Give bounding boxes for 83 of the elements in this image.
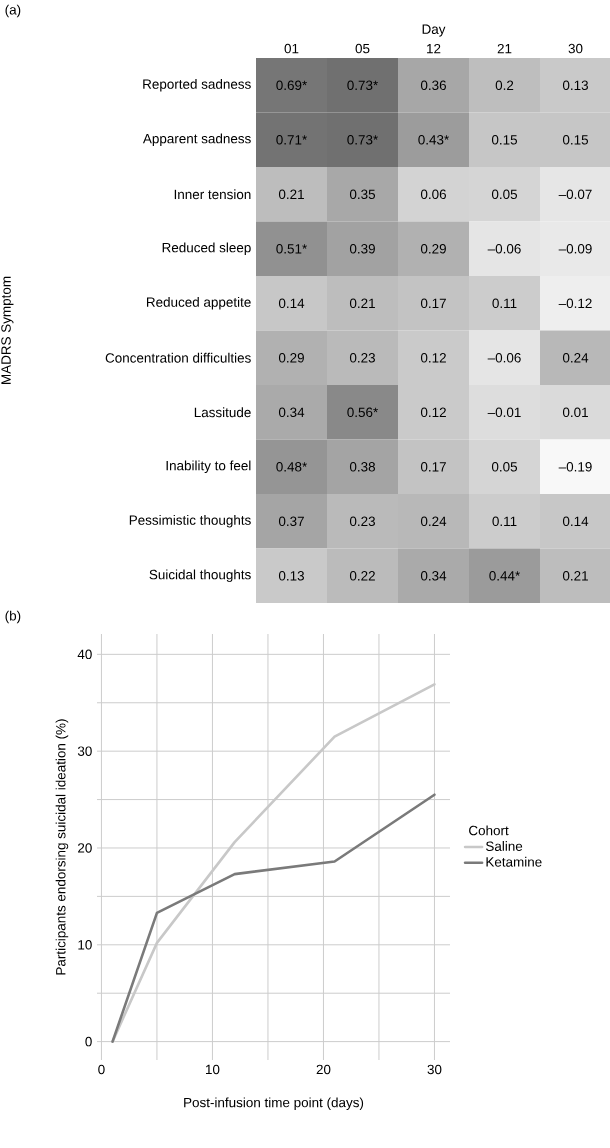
- data-label: 0.43*: [418, 135, 449, 145]
- data-label: 0.11: [492, 298, 517, 309]
- data-label: 0.36: [420, 80, 446, 91]
- data-label: 0.69*: [276, 80, 307, 91]
- data-label: 0.17: [420, 298, 446, 309]
- y-axis-title: Participants endorsing suicidal ideation (%): [55, 719, 69, 975]
- data-label: 0.22: [349, 571, 375, 581]
- data-label: 0.21: [278, 189, 304, 200]
- data-label: –0.12: [558, 298, 592, 309]
- legend-label: Ketamine: [486, 856, 542, 867]
- x-tick-label: 21: [497, 43, 512, 54]
- data-label: 0.56*: [347, 407, 378, 418]
- x-tick-label: 05: [355, 43, 370, 54]
- y-tick-label: 10: [78, 940, 92, 950]
- y-tick-label: Reduced appetite: [146, 296, 251, 310]
- data-label: 0.24: [562, 353, 589, 363]
- data-label: 0.13: [278, 571, 304, 581]
- x-tick-label: 01: [284, 43, 299, 54]
- y-tick-label: 0: [85, 1036, 92, 1047]
- data-label: –0.06: [487, 353, 521, 363]
- data-label: 0.17: [420, 462, 446, 472]
- data-label: 0.12: [420, 353, 446, 363]
- data-label: 0.12: [420, 407, 446, 418]
- data-label: 0.15: [562, 135, 589, 145]
- data-label: 0.23: [349, 353, 375, 363]
- data-label: 0.73*: [347, 135, 378, 145]
- x-tick-label: 20: [316, 1064, 331, 1075]
- data-label: –0.09: [558, 244, 592, 254]
- y-tick-label: Reported sadness: [143, 78, 251, 92]
- data-label: –0.06: [487, 244, 521, 254]
- data-label: 0.14: [562, 516, 589, 527]
- data-label: 0.11: [492, 516, 517, 527]
- y-tick-label: Suicidal thoughts: [149, 569, 251, 583]
- data-label: 0.35: [349, 189, 376, 200]
- data-label: 0.23: [349, 516, 375, 527]
- data-label: 0.29: [420, 244, 446, 254]
- y-tick-label: 40: [77, 649, 92, 660]
- x-tick-label: 0: [98, 1064, 105, 1075]
- data-label: –0.01: [487, 407, 521, 418]
- text: (b): [5, 610, 21, 624]
- y-tick-label: Pessimistic thoughts: [129, 514, 251, 528]
- data-label: 0.05: [491, 189, 518, 200]
- data-label: 0.21: [349, 298, 375, 309]
- x-axis-title: Day: [422, 24, 446, 37]
- line-series: [111, 793, 436, 1043]
- data-label: 0.44*: [489, 571, 520, 581]
- y-tick-label: 20: [78, 843, 92, 853]
- data-label: 0.24: [420, 516, 447, 527]
- data-label: 0.2: [495, 80, 514, 91]
- data-label: 0.01: [562, 407, 588, 418]
- x-tick-label: 30: [427, 1064, 442, 1075]
- y-tick-label: Apparent sadness: [142, 133, 251, 147]
- data-label: 0.06: [420, 189, 446, 200]
- y-axis-title: MADRS Symptom: [1, 276, 14, 384]
- data-label: 0.34: [278, 407, 305, 418]
- y-tick-label: 30: [77, 746, 92, 756]
- data-label: 0.13: [562, 80, 588, 91]
- data-label: 0.38: [349, 462, 375, 472]
- y-tick-label: Lassitude: [194, 407, 251, 418]
- data-label: 0.05: [491, 462, 518, 472]
- x-tick-label: 30: [568, 43, 583, 54]
- x-tick-label: 12: [427, 43, 441, 54]
- data-label: 0.21: [562, 571, 588, 581]
- legend-title: Cohort: [469, 825, 509, 836]
- data-label: 0.39: [349, 244, 375, 254]
- y-tick-label: Concentration difficulties: [105, 352, 251, 363]
- data-label: 0.37: [278, 516, 304, 527]
- data-label: –0.19: [558, 462, 592, 472]
- data-label: 0.51*: [276, 244, 307, 254]
- data-label: 0.71*: [276, 135, 307, 145]
- y-tick-label: Inner tension: [174, 189, 251, 200]
- y-tick-label: Inability to feel: [166, 460, 251, 474]
- data-label: 0.73*: [347, 80, 378, 91]
- y-tick-label: Reduced sleep: [162, 242, 251, 256]
- data-label: 0.14: [278, 298, 305, 309]
- text: (a): [5, 4, 21, 18]
- data-label: 0.15: [491, 135, 518, 145]
- data-label: 0.34: [420, 571, 447, 581]
- data-label: 0.29: [278, 353, 304, 363]
- legend-label: Saline: [485, 841, 523, 851]
- data-label: –0.07: [558, 189, 592, 200]
- x-axis-title: Post-infusion time point (days): [184, 1097, 364, 1110]
- data-label: 0.48*: [276, 462, 307, 472]
